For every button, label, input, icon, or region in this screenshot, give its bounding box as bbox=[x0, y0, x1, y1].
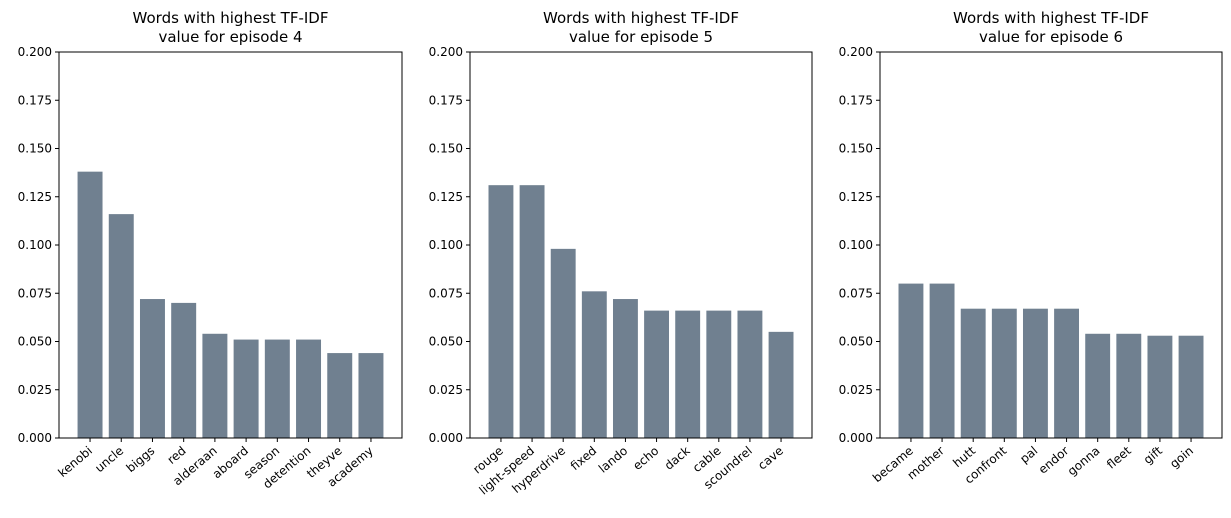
x-tick-label: cave bbox=[755, 444, 786, 473]
y-tick-label: 0.075 bbox=[839, 286, 873, 300]
y-tick-label: 0.000 bbox=[18, 431, 52, 445]
x-tick-label: uncle bbox=[92, 444, 126, 476]
bar-hutt bbox=[960, 308, 986, 438]
y-tick-label: 0.025 bbox=[18, 383, 52, 397]
chart-title-line: Words with highest TF-IDF bbox=[953, 9, 1149, 27]
bar-season bbox=[264, 339, 290, 438]
bar-academy bbox=[358, 353, 384, 438]
plot-frame bbox=[879, 51, 1223, 439]
x-tick-label: fixed bbox=[568, 444, 599, 474]
bar-fixed bbox=[581, 291, 607, 438]
bar-goin bbox=[1178, 335, 1204, 438]
chart-title-line: Words with highest TF-IDF bbox=[543, 9, 739, 27]
y-tick-label: 0.150 bbox=[839, 142, 873, 156]
x-tick-label: became bbox=[870, 444, 916, 486]
bar-scoundrel bbox=[737, 310, 763, 438]
x-tick-label: gonna bbox=[1065, 444, 1103, 479]
x-tick-label: goin bbox=[1167, 444, 1196, 471]
bar-light-speed bbox=[519, 185, 545, 438]
chart-title-line: value for episode 4 bbox=[158, 28, 302, 46]
bar-uncle bbox=[108, 214, 134, 438]
bar-rouge bbox=[488, 185, 514, 438]
bar-fleet bbox=[1116, 333, 1142, 438]
bar-biggs bbox=[139, 299, 165, 438]
bar-echo bbox=[644, 310, 670, 438]
x-tick-label: gift bbox=[1141, 443, 1165, 467]
x-tick-label: fleet bbox=[1104, 443, 1134, 471]
chart-title-line: Words with highest TF-IDF bbox=[133, 9, 329, 27]
y-tick-label: 0.075 bbox=[18, 286, 52, 300]
bar-endor bbox=[1054, 308, 1080, 438]
y-tick-label: 0.200 bbox=[839, 45, 873, 59]
y-tick-label: 0.000 bbox=[429, 431, 463, 445]
x-tick-label: echo bbox=[630, 444, 661, 473]
y-tick-label: 0.125 bbox=[429, 190, 463, 204]
chart-title-line: value for episode 6 bbox=[979, 28, 1123, 46]
y-tick-label: 0.200 bbox=[429, 45, 463, 59]
bar-aboard bbox=[233, 339, 259, 438]
y-tick-label: 0.075 bbox=[429, 286, 463, 300]
y-tick-label: 0.200 bbox=[18, 45, 52, 59]
y-tick-label: 0.150 bbox=[18, 142, 52, 156]
y-tick-label: 0.125 bbox=[839, 190, 873, 204]
plot-frame bbox=[58, 51, 403, 439]
y-tick-label: 0.175 bbox=[429, 93, 463, 107]
y-tick-label: 0.100 bbox=[429, 238, 463, 252]
bar-red bbox=[171, 302, 197, 438]
bar-dack bbox=[675, 310, 701, 438]
bar-theyve bbox=[327, 353, 353, 438]
bar-cave bbox=[768, 331, 794, 438]
bar-gift bbox=[1147, 335, 1173, 438]
y-tick-label: 0.125 bbox=[18, 190, 52, 204]
bar-cable bbox=[706, 310, 732, 438]
y-tick-label: 0.100 bbox=[18, 238, 52, 252]
x-tick-label: lando bbox=[596, 444, 630, 476]
y-tick-label: 0.025 bbox=[429, 383, 463, 397]
bar-gonna bbox=[1085, 333, 1111, 438]
y-tick-label: 0.175 bbox=[839, 93, 873, 107]
x-tick-label: endor bbox=[1036, 444, 1072, 477]
y-tick-label: 0.050 bbox=[18, 335, 52, 349]
y-tick-label: 0.150 bbox=[429, 142, 463, 156]
y-tick-label: 0.050 bbox=[839, 335, 873, 349]
x-tick-label: biggs bbox=[124, 444, 158, 476]
bar-became bbox=[898, 283, 924, 438]
bar-confront bbox=[991, 308, 1017, 438]
x-tick-label: red bbox=[165, 444, 189, 467]
y-tick-label: 0.050 bbox=[429, 335, 463, 349]
x-tick-label: kenobi bbox=[55, 444, 94, 480]
chart-title-line: value for episode 5 bbox=[569, 28, 713, 46]
y-tick-label: 0.025 bbox=[839, 383, 873, 397]
y-tick-label: 0.000 bbox=[839, 431, 873, 445]
bar-hyperdrive bbox=[550, 248, 576, 438]
bar-kenobi bbox=[77, 171, 103, 438]
bar-pal bbox=[1022, 308, 1048, 438]
bar-detention bbox=[296, 339, 322, 438]
plot-frame bbox=[469, 51, 813, 439]
x-tick-label: dack bbox=[662, 444, 693, 473]
y-tick-label: 0.100 bbox=[839, 238, 873, 252]
x-tick-label: pal bbox=[1017, 444, 1040, 466]
bar-alderaan bbox=[202, 333, 228, 438]
bar-mother bbox=[929, 283, 955, 438]
y-tick-label: 0.175 bbox=[18, 93, 52, 107]
bar-lando bbox=[612, 299, 638, 438]
